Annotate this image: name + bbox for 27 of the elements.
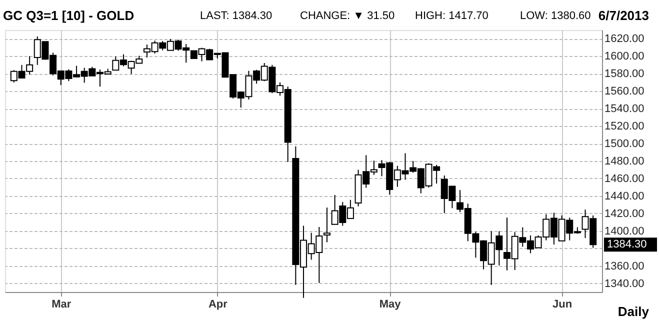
x-tick-label: Apr	[208, 298, 228, 310]
y-tick-label: 1560.00	[604, 86, 644, 98]
text: 1384.30	[607, 238, 647, 251]
text: LOW: 1380.60	[520, 10, 591, 22]
text: Daily	[618, 304, 650, 319]
x-tick-label: May	[379, 298, 402, 310]
text: CHANGE: ▼ 31.50	[300, 10, 395, 22]
text: HIGH: 1417.70	[415, 10, 488, 22]
y-tick-label: 1520.00	[604, 120, 644, 133]
text: 6/7/2013	[598, 8, 649, 23]
y-tick-label: 1360.00	[604, 260, 644, 272]
chart-title: GC Q3=1 [10] - GOLD	[3, 8, 134, 23]
y-tick-label: 1460.00	[604, 172, 644, 185]
y-tick-label: 1540.00	[604, 103, 644, 116]
y-tick-label: 1340.00	[604, 278, 644, 290]
y-tick-label: 1420.00	[604, 208, 644, 220]
y-tick-label: 1480.00	[604, 156, 644, 168]
y-tick-label: 1620.00	[604, 33, 644, 46]
x-tick-label: Jun	[552, 298, 572, 310]
text: LAST: 1384.30	[200, 10, 272, 22]
y-tick-label: 1440.00	[604, 190, 644, 202]
x-tick-label: Mar	[52, 298, 72, 310]
y-tick-label: 1500.00	[604, 138, 644, 150]
y-tick-label: 1600.00	[604, 50, 644, 63]
candlestick	[323, 207, 330, 243]
y-tick-label: 1580.00	[604, 68, 644, 80]
y-tick-label: 1400.00	[604, 225, 644, 238]
